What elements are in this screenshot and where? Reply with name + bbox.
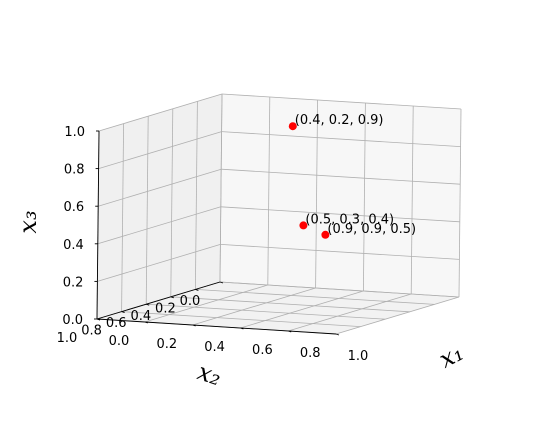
x1-tick-label: 0.0: [109, 334, 130, 349]
grid-line: [363, 102, 366, 292]
grid-line: [315, 99, 318, 289]
grid-line: [170, 108, 174, 297]
tick-mark: [240, 327, 244, 330]
x1-tick-label: 0.6: [252, 343, 273, 358]
grid-line: [220, 244, 460, 260]
x1-axis-line: [96, 318, 337, 335]
x1-tick-label: 0.2: [156, 337, 177, 352]
x1-tick-label: 1.0: [348, 349, 369, 364]
grid-line: [221, 131, 461, 147]
data-point: [299, 221, 308, 230]
tick-mark: [288, 330, 292, 333]
tick-mark: [335, 333, 340, 336]
x3-tick-label: 0.4: [63, 238, 84, 253]
point-label: (0.9, 0.9, 0.5): [327, 222, 416, 237]
tick-labels: 0.00.00.00.20.20.20.40.40.40.60.60.60.80…: [57, 125, 369, 364]
grid-line: [97, 206, 221, 245]
tick-mark: [192, 324, 196, 327]
grid-line: [145, 116, 149, 305]
x3-tick-label: 0.8: [64, 163, 85, 178]
grid-line: [170, 296, 410, 313]
data-points: (0.4, 0.2, 0.9) (0.5, 0.3, 0.4)(0.9, 0.9,…: [288, 113, 416, 239]
grid-line: [267, 96, 271, 286]
grid-line: [221, 168, 461, 185]
tick-mark: [170, 296, 174, 299]
x3-axis-label: x₃: [14, 210, 42, 233]
grid-line: [121, 311, 361, 327]
x3-tick-label: 0.0: [62, 313, 83, 328]
x1-axis-label: x₁: [434, 338, 468, 374]
grid-line: [288, 293, 412, 332]
grid-line: [221, 93, 462, 110]
tick-mark: [121, 311, 125, 314]
grid-line: [240, 290, 364, 329]
grid-line: [219, 281, 460, 298]
grid-line: [220, 206, 460, 223]
x2-axis-label: x₂: [194, 357, 225, 391]
data-point: [321, 230, 330, 239]
grid-lines: [96, 93, 462, 335]
tick-mark: [146, 303, 150, 306]
tick-mark: [144, 321, 148, 324]
grid-line: [195, 289, 435, 305]
point-label: (0.5, 0.3, 0.4): [305, 212, 394, 227]
x3-tick-label: 0.2: [63, 275, 84, 290]
grid-line: [335, 296, 460, 335]
grid-line: [97, 244, 221, 282]
x1-tick-label: 0.4: [204, 340, 225, 355]
grid-line: [192, 287, 316, 326]
tick-mark: [96, 318, 101, 321]
grid-line: [144, 284, 268, 323]
pane-x2-x3: [96, 93, 223, 320]
x2-axis-line: [96, 281, 221, 320]
grid-line: [98, 131, 222, 169]
x2-tick-label: 1.0: [57, 331, 78, 346]
tick-mark: [219, 281, 224, 284]
grid-line: [195, 101, 198, 290]
grid-line: [219, 93, 223, 283]
grid-line: [98, 168, 222, 207]
x2-tick-label: 0.2: [155, 301, 176, 316]
x2-tick-label: 0.8: [81, 324, 102, 339]
axis-panes: [96, 93, 462, 335]
grid-line: [410, 105, 414, 295]
x3-tick-label: 0.6: [64, 200, 85, 215]
x2-tick-label: 0.0: [180, 294, 201, 309]
grid-line: [98, 93, 223, 132]
x2-tick-label: 0.6: [106, 316, 127, 331]
data-point: [288, 122, 297, 131]
grid-line: [121, 123, 124, 312]
grid-line: [146, 303, 386, 320]
axis-lines: [94, 130, 340, 336]
grid-line: [458, 108, 462, 298]
x3-axis-line: [96, 130, 100, 320]
x2-tick-label: 0.4: [130, 309, 151, 324]
x1-tick-label: 0.8: [300, 346, 321, 361]
x3-tick-label: 1.0: [64, 125, 85, 140]
point-label: (0.4, 0.2, 0.9): [295, 113, 384, 128]
tick-mark: [195, 288, 199, 291]
